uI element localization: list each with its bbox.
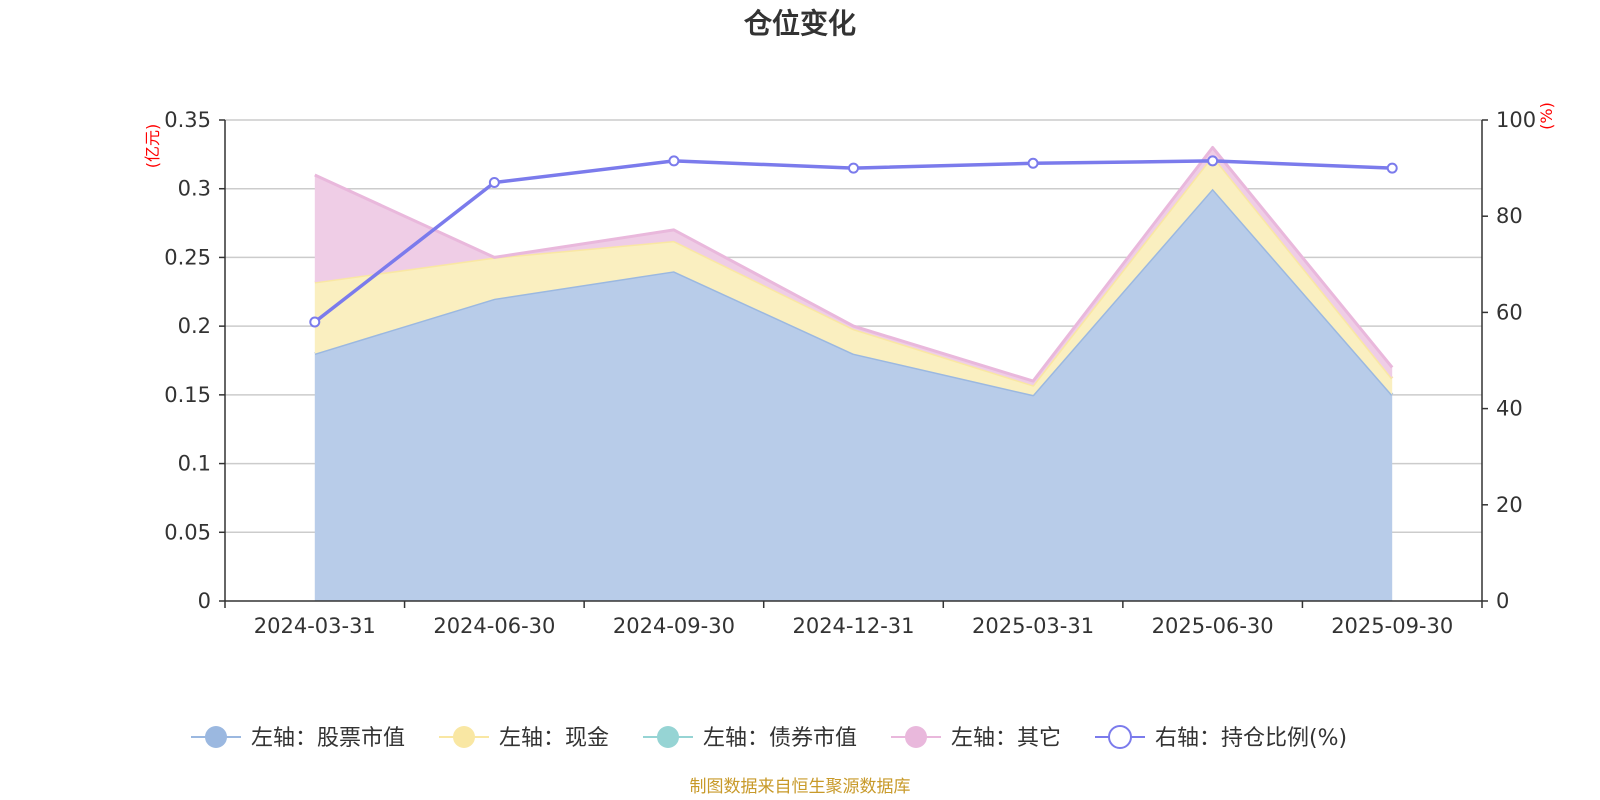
right-tick-label: 100 (1496, 108, 1536, 132)
right-tick-label: 20 (1496, 493, 1523, 517)
right-tick-label: 80 (1496, 204, 1523, 228)
x-tick-label: 2025-09-30 (1331, 614, 1453, 638)
ratio-point (848, 162, 859, 174)
ratio-point (668, 155, 680, 167)
area-fill (314, 188, 1393, 601)
legend-swatch-circle (1108, 725, 1132, 749)
left-tick-label: 0.2 (178, 314, 211, 338)
tick-labels: 0 0.05 0.1 0.15 0.2 0.25 0.3 0.35 0 20 40 60 80 100 20… (164, 108, 1536, 638)
data-source-note: 制图数据来自恒生聚源数据库 (690, 777, 911, 797)
legend-label: 左轴：其它 (951, 726, 1061, 751)
area-series (314, 146, 1394, 601)
legend-item: 左轴：股票市值 (191, 726, 405, 751)
x-tick-label: 2025-03-31 (972, 614, 1094, 638)
right-tick-label: 0 (1496, 589, 1509, 613)
legend-swatch-circle (905, 726, 927, 748)
legend-swatch-circle (657, 726, 679, 748)
left-tick-label: 0.35 (164, 108, 211, 132)
left-tick-label: 0.1 (178, 452, 211, 476)
chart-title: 仓位变化 (744, 7, 856, 40)
x-tick-label: 2024-06-30 (433, 614, 555, 638)
legend-swatch-circle (453, 726, 475, 748)
legend-item: 左轴：现金 (439, 726, 609, 751)
ratio-point (1027, 157, 1039, 169)
ratio-point (1386, 162, 1398, 174)
legend-label: 左轴：债券市值 (703, 726, 857, 751)
legend: 左轴：股票市值 左轴：现金 左轴：债券市值 左轴：其它 右轴：持仓比例(%) (191, 725, 1347, 751)
left-axis-unit: (亿元) (143, 124, 162, 169)
ratio-point (488, 177, 500, 189)
legend-item: 左轴：其它 (891, 726, 1061, 751)
legend-label: 右轴：持仓比例(%) (1155, 726, 1347, 751)
x-tick-label: 2024-09-30 (613, 614, 735, 638)
x-tick-label: 2024-03-31 (254, 614, 376, 638)
left-tick-label: 0.15 (164, 383, 211, 407)
legend-label: 左轴：现金 (499, 726, 609, 751)
area-top-line (314, 146, 1394, 383)
left-tick-label: 0.05 (164, 520, 211, 544)
right-tick-label: 40 (1496, 397, 1523, 421)
ratio-point (309, 316, 321, 328)
ratio-line-series (309, 155, 1398, 328)
ratio-point (1207, 155, 1219, 167)
x-tick-label: 2025-06-30 (1152, 614, 1274, 638)
left-tick-label: 0.3 (178, 177, 211, 201)
x-tick-label: 2024-12-31 (792, 614, 914, 638)
axes (219, 119, 1488, 608)
legend-label: 左轴：股票市值 (251, 726, 405, 751)
right-tick-label: 60 (1496, 300, 1523, 324)
left-tick-label: 0.25 (164, 245, 211, 269)
legend-swatch-circle (205, 726, 227, 748)
right-axis-unit: (%) (1537, 102, 1556, 130)
area-fill (314, 155, 1393, 395)
legend-item: 左轴：债券市值 (643, 726, 857, 751)
legend-item: 右轴：持仓比例(%) (1095, 725, 1347, 751)
left-tick-label: 0 (198, 589, 211, 613)
